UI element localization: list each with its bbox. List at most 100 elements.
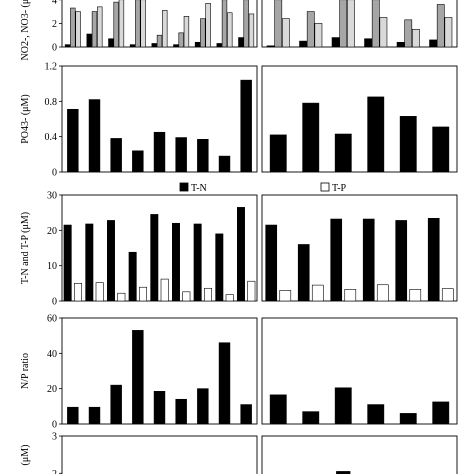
panel-tntp-right [261,194,458,302]
bar-series-0 [64,44,71,47]
bar-series-2 [444,17,453,47]
panel-tntp-left: 0 10 20 30 T-N and T-P (μM) [20,191,258,308]
bar-t-n [150,214,159,301]
bar-t-n [237,207,245,301]
bar-series-1 [156,34,163,47]
bar-t-p [74,283,83,301]
plot-frame [261,65,458,173]
bar [432,126,450,172]
legend-tn-label: T-N [191,183,207,194]
bar-series-1 [200,18,206,47]
bar-series-1 [371,0,380,47]
bar-series-2 [118,0,125,47]
bar-series-1 [274,0,283,47]
legend-tp-label: T-P [332,183,347,194]
y-tick-label: 30 [47,191,57,202]
y-axis-label: T-N and T-P (μM) [20,212,31,284]
bar-t-n [362,218,375,301]
bar-series-1 [306,11,315,47]
bar-series-2 [205,3,211,47]
panel-nox-right [261,0,458,48]
y-tick-label: 0 [52,168,57,179]
plot-frame [261,435,458,474]
bar-series-0 [151,43,157,47]
bar-series-1 [113,1,119,47]
bar-t-p [247,280,256,301]
bar-series-2 [314,23,323,47]
panel-nox-left: 0 2 4 NO2-, NO3- (μM) [20,0,258,60]
bars [64,0,255,47]
bar [367,404,385,424]
bar-series-0 [238,37,244,47]
plot-frame [261,317,458,425]
bar-series-2 [282,18,290,47]
bar-series-0 [299,40,307,47]
bar-series-2 [183,16,190,47]
y-tick-label: 2 [52,469,57,474]
bar-series-0 [194,41,201,47]
y-axis-label: PO43- (μM) [20,94,31,144]
bar-t-n [193,223,202,301]
bar-series-0 [108,38,114,47]
y-tick-label: 0.8 [45,97,58,108]
bar-series-0 [173,44,179,47]
bar-t-n [172,222,180,301]
bar [153,131,166,172]
bar [399,116,417,172]
y-tick-label: 20 [47,384,57,395]
plot-frame [261,0,458,48]
y-axis-label: NO2-, NO3- (μM) [20,0,31,60]
bar-series-0 [86,33,92,47]
bar-series-2 [412,28,420,47]
bar [432,401,450,424]
bar-series-2 [379,17,388,47]
bar-series-1 [135,0,141,47]
y-tick-label: 20 [47,226,57,237]
panel-np-right [261,317,458,425]
y-tick-label: 40 [47,349,57,360]
bar-t-p [139,286,147,301]
legend-tp-swatch [320,182,330,192]
bar-series-0 [331,37,340,47]
bar [218,342,231,424]
bar [240,404,252,424]
bar [302,102,320,172]
bar-t-n [297,244,310,301]
panel-po4-left: 0 0.4 0.8 1.2 PO43- (μM) [20,62,258,179]
bar [88,406,101,424]
bar [197,139,209,172]
bar-t-p [279,290,292,301]
bar [88,99,101,172]
bar-t-p [182,291,191,301]
bar-series-2 [248,13,255,47]
bar-t-p [204,287,212,301]
bar-t-p [225,294,234,301]
bar-series-2 [75,11,81,47]
bar-series-2 [97,6,103,47]
bars [266,0,453,47]
bar-series-2 [347,0,355,47]
y-axis-label: (μM) [20,445,31,466]
y-tick-label: 3 [52,432,57,443]
y-tick-label: 4 [52,0,57,6]
y-tick-label: 1.2 [45,62,58,73]
bar-t-p [160,278,169,301]
bar-series-1 [339,0,348,47]
bar [67,406,79,424]
bar [132,330,144,424]
bar-series-1 [178,32,184,47]
bar-series-0 [429,39,437,47]
bar-t-n [85,223,94,301]
y-tick-label: 0 [52,420,57,431]
bar-t-p [376,284,389,301]
bar [269,394,287,424]
panel-po4-right [261,65,458,173]
bar [218,155,231,172]
y-tick-label: 10 [47,261,57,272]
bar-series-0 [396,41,405,47]
bar-t-n [427,218,440,301]
bar-t-p [311,284,324,301]
y-axis-label: N/P ratio [20,353,31,389]
bar [302,411,320,424]
